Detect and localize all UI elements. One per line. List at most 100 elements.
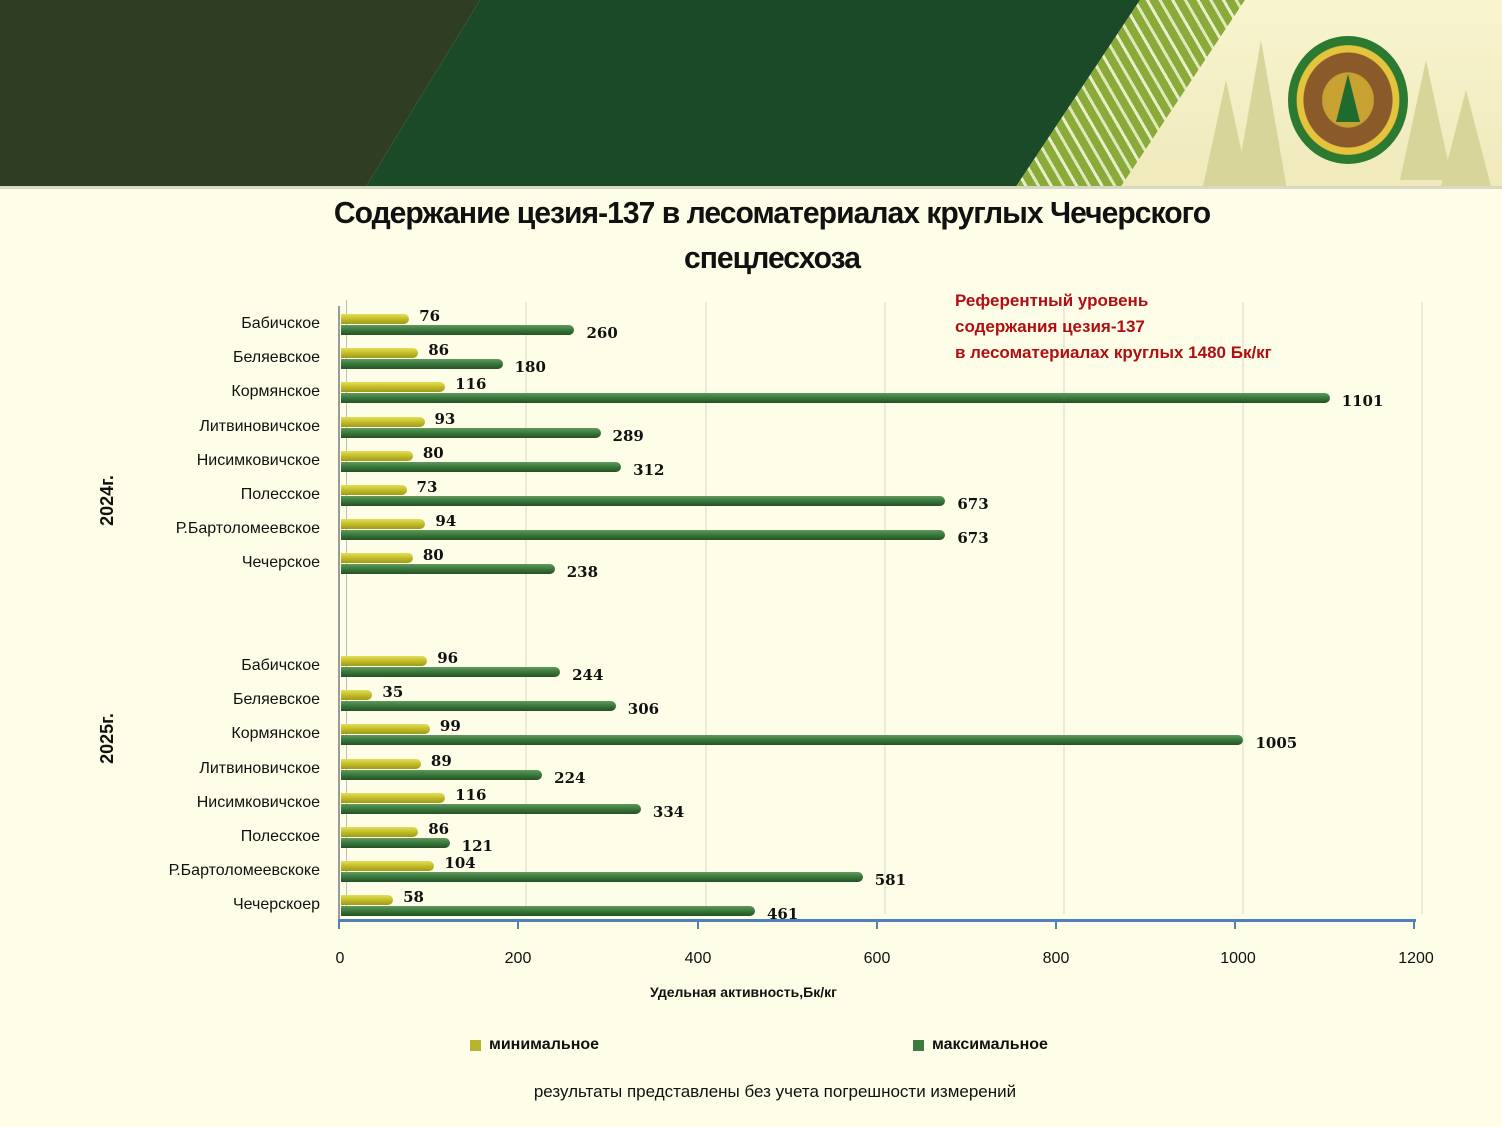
bar-min [341, 792, 446, 803]
gridline [1421, 302, 1423, 914]
category-label: Чечерскоер [232, 896, 320, 914]
value-label-max: 334 [652, 802, 685, 821]
y-axis [338, 306, 340, 922]
value-label-min: 96 [437, 649, 459, 667]
bar-min [341, 450, 413, 461]
bar-max [341, 393, 1330, 404]
value-label-min: 86 [428, 341, 450, 360]
bar-min [341, 656, 428, 666]
bar-max [341, 461, 622, 472]
category-label: Беляевское [232, 349, 320, 367]
value-label-max: 312 [633, 460, 665, 479]
banner-green-panel [365, 0, 1140, 188]
value-label-min: 58 [403, 888, 424, 907]
category-label: Нисимковичское [196, 793, 320, 811]
x-tick [1234, 920, 1236, 929]
chart-title-line2: спецлесхоза [683, 240, 861, 275]
bar-min [341, 382, 446, 393]
value-label-min: 99 [439, 717, 461, 736]
value-label-max: 289 [612, 426, 644, 445]
value-label-max: 581 [874, 871, 907, 890]
y-axis-back-wall [346, 300, 347, 914]
value-label-min: 104 [444, 854, 476, 873]
category-label: Р.Бартоломеевскоке [168, 862, 320, 880]
bar-min [341, 416, 425, 427]
category-label: Полесское [240, 486, 320, 503]
x-tick-label: 800 [1042, 950, 1070, 967]
bar-max [341, 906, 755, 917]
category-label: Чечерское [241, 554, 320, 572]
value-label-max: 1101 [1341, 392, 1384, 411]
value-label-max: 180 [514, 358, 546, 377]
legend-swatch-max [913, 1039, 924, 1051]
x-tick [1055, 920, 1057, 929]
x-tick [338, 920, 340, 929]
value-label-max: 121 [461, 837, 493, 855]
bar-max [341, 769, 543, 780]
value-label-min: 116 [455, 375, 487, 394]
value-label-max: 461 [766, 905, 799, 924]
value-label-max: 238 [566, 563, 599, 582]
x-tick-label: 200 [504, 950, 532, 967]
category-label: Литвиновичское [199, 759, 320, 777]
category-label: Беляевское [232, 691, 320, 709]
x-tick [517, 920, 519, 929]
x-tick [1413, 920, 1415, 929]
legend-label-min: минимальное [489, 1036, 600, 1053]
reference-note-line: в лесоматериалах круглых 1480 Бк/кг [955, 343, 1272, 362]
category-label: Бабичское [241, 315, 320, 332]
value-label-min: 89 [430, 751, 452, 770]
value-label-min: 35 [382, 683, 404, 702]
bar-min [341, 690, 373, 701]
bar-min [341, 827, 419, 837]
legend-swatch-min [470, 1039, 481, 1051]
bar-min [341, 895, 394, 906]
gridline [1063, 302, 1065, 914]
bar-max [341, 359, 503, 370]
year-label-2024: 2024г. [96, 475, 117, 526]
bar-max [341, 530, 946, 541]
x-tick-label: 1000 [1220, 950, 1256, 967]
value-label-max: 244 [572, 666, 604, 684]
value-label-min: 94 [435, 512, 457, 531]
reference-note-line: Референтный уровень [955, 291, 1149, 310]
tree-icon [1235, 40, 1287, 188]
x-tick-label: 600 [863, 950, 891, 967]
reference-note-line: содержания цезия-137 [955, 317, 1145, 336]
banner-divider [0, 186, 1502, 189]
value-label-max: 224 [554, 768, 586, 787]
chart-title-line1: Содержание цезия-137 в лесоматериалах кр… [333, 195, 1211, 230]
value-label-max: 673 [957, 529, 989, 548]
reference-level-note: Референтный уровень содержания цезия-137… [955, 288, 1272, 366]
bar-min [341, 758, 421, 769]
category-label: Литвиновичское [199, 417, 320, 435]
category-label: Нисимковичское [196, 451, 320, 469]
x-tick-label: 400 [684, 950, 712, 967]
bar-max [341, 667, 561, 677]
bar-min [341, 553, 413, 564]
bar-min [341, 861, 435, 872]
value-label-min: 80 [422, 546, 444, 565]
x-tick [697, 920, 699, 929]
pine-icon [1336, 74, 1360, 122]
bar-min [341, 314, 410, 324]
value-label-max: 306 [627, 700, 660, 719]
bar-max [341, 735, 1244, 746]
bar-max [341, 564, 555, 575]
gridline [705, 302, 707, 914]
bar-max [341, 701, 616, 712]
gridline [1242, 302, 1244, 914]
bar-min [341, 519, 426, 530]
bar-max [341, 803, 641, 814]
value-label-min: 93 [434, 409, 456, 428]
x-tick-label: 1200 [1398, 950, 1434, 967]
bar-min [341, 348, 419, 359]
x-tick [876, 920, 878, 929]
bar-max [341, 427, 601, 438]
value-label-max: 1005 [1255, 734, 1298, 753]
category-label: Бабичское [241, 657, 320, 674]
bar-max [341, 872, 863, 883]
value-label-min: 73 [416, 478, 438, 496]
legend-label-max: максимальное [932, 1036, 1048, 1053]
